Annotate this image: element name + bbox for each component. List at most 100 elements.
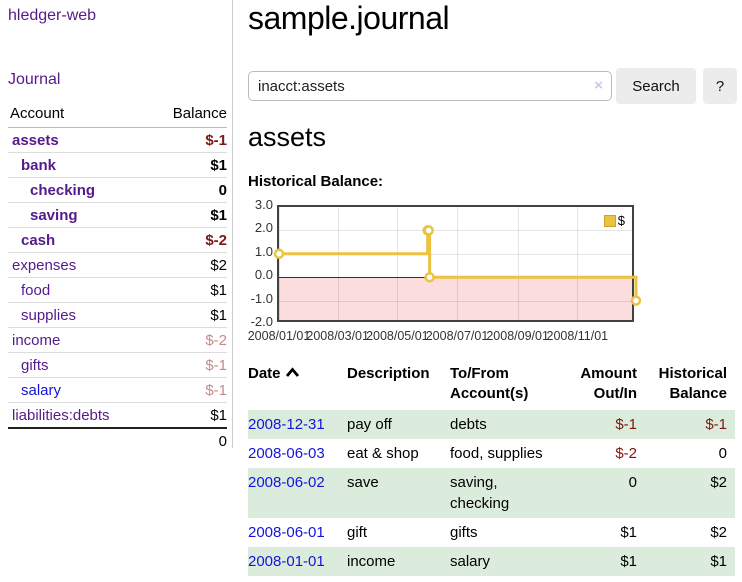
txn-accounts: salary [450, 547, 562, 576]
txn-amount: $1 [562, 518, 645, 547]
register-table: DateDescriptionTo/From Account(s)Amount … [248, 362, 735, 576]
data-point-marker [275, 250, 283, 258]
register-col-header: Historical Balance [645, 362, 735, 410]
account-row: supplies $1 [8, 303, 227, 328]
txn-date-cell: 2008-01-01 [248, 547, 347, 576]
accounts-total-value: 0 [149, 428, 227, 454]
account-link-gifts[interactable]: gifts [21, 357, 49, 374]
account-link-liabilities-debts[interactable]: liabilities:debts [12, 407, 110, 424]
txn-amount: $1 [562, 547, 645, 576]
txn-accounts: saving, checking [450, 468, 562, 518]
transaction-row: 2008-06-02 savesaving, checking0$2 [248, 468, 735, 518]
chart-title: Historical Balance: [248, 173, 383, 190]
account-row: bank $1 [8, 153, 227, 178]
accounts-total-row: 0 [8, 428, 227, 454]
register-col-header: Description [347, 362, 450, 410]
x-axis-tick-label: 2008/09/01 [486, 329, 549, 343]
app-title-link[interactable]: hledger-web [8, 7, 96, 25]
transaction-row: 2008-12-31pay offdebts$-1$-1 [248, 410, 735, 439]
account-link-food[interactable]: food [21, 282, 50, 299]
y-axis-tick-label: 1.0 [248, 245, 273, 259]
txn-description: pay off [347, 410, 450, 439]
account-row: expenses$2 [8, 253, 227, 278]
account-balance: $-2 [149, 228, 227, 253]
txn-accounts: gifts [450, 518, 562, 547]
account-balance: $-1 [149, 128, 227, 153]
txn-date-cell: 2008-12-31 [248, 410, 347, 439]
txn-balance: $1 [645, 547, 735, 576]
account-balance: $1 [149, 153, 227, 178]
account-link-cash[interactable]: cash [21, 232, 55, 249]
account-link-supplies[interactable]: supplies [21, 307, 76, 324]
account-link-expenses[interactable]: expenses [12, 257, 76, 274]
txn-description: eat & shop [347, 439, 450, 468]
txn-description: gift [347, 518, 450, 547]
txn-date-link[interactable]: 2008-01-01 [248, 553, 325, 570]
y-axis-tick-label: -2.0 [248, 315, 273, 329]
account-balance: 0 [149, 178, 227, 203]
legend-swatch-icon [604, 215, 616, 227]
account-link-bank[interactable]: bank [21, 157, 56, 174]
legend-label: $ [618, 213, 625, 228]
account-heading: assets [248, 122, 326, 153]
help-button[interactable]: ? [703, 68, 737, 104]
account-link-salary[interactable]: salary [21, 382, 61, 399]
balance-line-series [279, 207, 636, 324]
chart-plot-area: $ [277, 205, 634, 322]
y-axis-tick-label: 3.0 [248, 198, 273, 212]
account-row: cash $-2 [8, 228, 227, 253]
sidebar: hledger-web Journal Account Balance asse… [0, 0, 233, 448]
account-row: income$-2 [8, 328, 227, 353]
x-axis-tick-label: 2008/11/01 [546, 329, 608, 343]
account-balance: $1 [149, 303, 227, 328]
txn-date-link[interactable]: 2008-06-03 [248, 445, 325, 462]
page-title: sample.journal [248, 0, 449, 37]
accounts-header-account: Account [8, 103, 149, 128]
txn-date-cell: 2008-06-02 [248, 468, 347, 518]
search-box: × [248, 71, 612, 101]
transaction-row: 2008-01-01incomesalary$1$1 [248, 547, 735, 576]
x-axis-tick-label: 2008/07/01 [426, 329, 489, 343]
txn-date-link[interactable]: 2008-12-31 [248, 416, 325, 433]
account-balance: $-1 [149, 378, 227, 403]
txn-amount: 0 [562, 468, 645, 518]
clear-search-icon[interactable]: × [594, 77, 603, 95]
account-row: checking 0 [8, 178, 227, 203]
chart-legend: $ [602, 212, 627, 229]
account-balance: $1 [149, 203, 227, 228]
search-input[interactable] [248, 71, 612, 101]
sidebar-item-journal[interactable]: Journal [8, 71, 60, 89]
historical-balance-chart: $ 3.02.01.00.0-1.0-2.02008/01/012008/03/… [248, 203, 742, 348]
account-row: liabilities:debts$1 [8, 403, 227, 429]
register-col-header: To/From Account(s) [450, 362, 562, 410]
transaction-row: 2008-06-03 eat & shopfood, supplies$-20 [248, 439, 735, 468]
txn-balance: $2 [645, 468, 735, 518]
txn-description: save [347, 468, 450, 518]
account-row: gifts$-1 [8, 353, 227, 378]
txn-date-link[interactable]: 2008-06-02 [248, 474, 325, 491]
account-row: food $1 [8, 278, 227, 303]
y-axis-tick-label: 0.0 [248, 268, 273, 282]
x-axis-tick-label: 2008/03/01 [306, 329, 369, 343]
data-point-marker [632, 297, 640, 305]
main-content: sample.journal × Search ? assets Histori… [248, 0, 742, 582]
account-link-saving[interactable]: saving [30, 207, 78, 224]
search-form: × Search ? [248, 65, 742, 107]
account-link-income[interactable]: income [12, 332, 60, 349]
x-axis-tick-label: 2008/05/01 [366, 329, 429, 343]
register-col-header[interactable]: Date [248, 362, 347, 410]
txn-amount: $-1 [562, 410, 645, 439]
account-link-assets[interactable]: assets [12, 132, 59, 149]
account-link-checking[interactable]: checking [30, 182, 95, 199]
search-button[interactable]: Search [616, 68, 696, 104]
account-row: assets $-1 [8, 128, 227, 153]
txn-balance: 0 [645, 439, 735, 468]
account-row: saving $1 [8, 203, 227, 228]
txn-date-link[interactable]: 2008-06-01 [248, 524, 325, 541]
x-axis-tick-label: 2008/01/01 [248, 329, 311, 343]
y-axis-tick-label: -1.0 [248, 292, 273, 306]
txn-amount: $-2 [562, 439, 645, 468]
txn-accounts: food, supplies [450, 439, 562, 468]
account-balance: $1 [149, 278, 227, 303]
data-point-marker [425, 226, 433, 234]
